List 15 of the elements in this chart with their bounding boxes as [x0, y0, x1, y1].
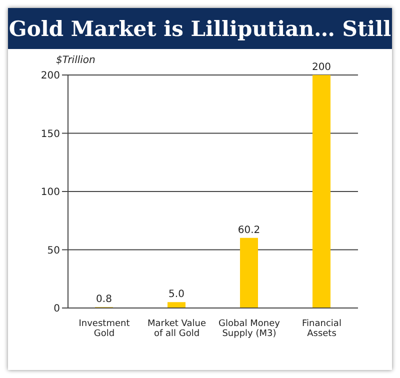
x-tick-label: Investment Gold: [78, 319, 130, 339]
data-label: 60.2: [238, 224, 260, 236]
chart-title: Gold Market is Lilliputian… Still: [8, 8, 392, 49]
data-label: 5.0: [168, 289, 184, 300]
y-axis-title: $Trillion: [56, 55, 96, 66]
x-tick-label: Global Money Supply (M3): [218, 319, 281, 339]
y-tick-label: 200: [40, 70, 60, 82]
x-tick-label: Market Value of all Gold: [147, 319, 206, 339]
data-label: 200: [312, 62, 332, 73]
y-tick-label: 100: [40, 187, 60, 198]
y-tick-label: 50: [47, 245, 60, 256]
y-tick-label: 0: [54, 304, 60, 315]
data-label: 0.8: [96, 294, 112, 306]
y-tick-label: 150: [40, 128, 60, 140]
x-tick-label: Financial Assets: [302, 319, 342, 339]
